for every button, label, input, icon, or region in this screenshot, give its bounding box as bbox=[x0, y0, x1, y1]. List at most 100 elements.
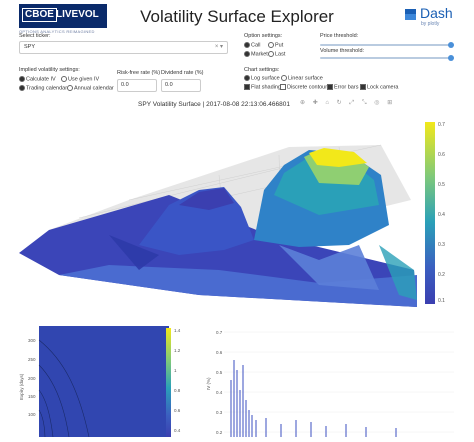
dividend-label: Dividend rate (%) bbox=[161, 70, 204, 76]
checkbox-error-bars[interactable]: Error bars bbox=[327, 84, 358, 90]
heatmap-cbar-tick: 0.8 bbox=[174, 388, 181, 393]
radio-linear-surface[interactable]: Linear surface bbox=[281, 75, 323, 81]
price-threshold-handle[interactable] bbox=[448, 42, 454, 48]
iv-ytick: 0.5 bbox=[216, 370, 223, 375]
heatmap-cbar-tick: 1.2 bbox=[174, 348, 181, 353]
risk-free-label: Risk-free rate (%) bbox=[117, 70, 161, 76]
iv-error-bars bbox=[230, 360, 397, 437]
risk-free-value: 0.0 bbox=[121, 82, 129, 88]
surface-shard bbox=[379, 245, 417, 300]
iv-scatter-plot[interactable]: 0.7 0.6 0.5 0.4 0.3 0.2 IV (%) bbox=[206, 320, 454, 437]
iv-radio-given[interactable]: Use given IV bbox=[61, 76, 99, 82]
heatmap-ytick: 150 bbox=[28, 394, 36, 399]
option-call-label: Call bbox=[251, 42, 261, 49]
surface-shard bbox=[279, 245, 379, 290]
checkbox-lock-camera[interactable]: Lock camera bbox=[360, 84, 399, 90]
surface-svg: 0.7 0.6 0.5 0.4 0.3 0.2 0.1 bbox=[19, 122, 445, 307]
expiry-heatmap-plot[interactable]: 300 250 200 150 100 1.4 1.2 1 0.8 0.6 0.… bbox=[19, 320, 190, 438]
volume-threshold-handle[interactable] bbox=[448, 55, 454, 61]
option-radio-put[interactable]: Put bbox=[268, 42, 283, 48]
heatmap-contour bbox=[38, 364, 70, 438]
log-surface-label: Log surface bbox=[251, 75, 280, 82]
iv-gridlines bbox=[224, 331, 454, 433]
heatmap-contour bbox=[38, 409, 46, 438]
iv-ytick: 0.2 bbox=[216, 430, 223, 435]
volume-threshold-slider[interactable] bbox=[320, 57, 454, 59]
ticker-select[interactable]: SPY × ▾ bbox=[19, 41, 228, 54]
calendar-option-trading: Trading calendar bbox=[26, 85, 68, 92]
flat-shading-label: Flat shading bbox=[251, 84, 281, 91]
iv-option-calculate: Calculate IV bbox=[26, 76, 56, 83]
logo-cboe-text: CBOE bbox=[22, 8, 57, 22]
surface-shard bbox=[109, 235, 159, 270]
ticker-label: Select ticker: bbox=[19, 33, 51, 39]
price-radio-market[interactable]: Market bbox=[244, 51, 268, 57]
checkbox-icon[interactable] bbox=[280, 84, 286, 90]
heatmap-cbar-tick: 0.6 bbox=[174, 408, 181, 413]
heatmap-ytick: 300 bbox=[28, 338, 36, 343]
dividend-input[interactable]: 0.0 bbox=[161, 79, 201, 92]
iv-ylabel: IV (%) bbox=[206, 377, 211, 390]
option-put-label: Put bbox=[275, 42, 284, 49]
iv-radio-calculate[interactable]: Calculate IV bbox=[19, 76, 56, 82]
dash-logo-sub: by plotly bbox=[421, 21, 440, 27]
checkbox-icon[interactable] bbox=[327, 84, 333, 90]
surface-right-hump-peak bbox=[309, 148, 367, 167]
checkbox-icon[interactable] bbox=[244, 84, 250, 90]
iv-ytick: 0.3 bbox=[216, 410, 223, 415]
colorbar-tick: 0.2 bbox=[438, 272, 445, 278]
radio-icon[interactable] bbox=[268, 42, 274, 48]
radio-icon[interactable] bbox=[67, 85, 73, 91]
radio-icon[interactable] bbox=[19, 85, 25, 91]
colorbar-tick: 0.3 bbox=[438, 242, 445, 248]
iv-ytick: 0.6 bbox=[216, 350, 223, 355]
volume-threshold-label: Volume threshold: bbox=[320, 48, 365, 54]
price-threshold-label: Price threshold: bbox=[320, 33, 359, 39]
colorbar-tick: 0.4 bbox=[438, 212, 445, 218]
radio-icon[interactable] bbox=[281, 75, 287, 81]
dropdown-chevron-icon[interactable]: × ▾ bbox=[214, 44, 223, 50]
radio-icon[interactable] bbox=[244, 75, 250, 81]
heatmap-ytick: 100 bbox=[28, 412, 36, 417]
volatility-surface-plot[interactable]: 0.7 0.6 0.5 0.4 0.3 0.2 0.1 bbox=[19, 95, 453, 317]
iv-svg: 0.7 0.6 0.5 0.4 0.3 0.2 IV (%) bbox=[206, 330, 454, 437]
radio-icon[interactable] bbox=[19, 76, 25, 82]
logo-tagline: OPTIONS ANALYTICS REIMAGINED bbox=[19, 29, 95, 34]
error-bars-label: Error bars bbox=[334, 84, 359, 91]
risk-free-input[interactable]: 0.0 bbox=[117, 79, 157, 92]
iv-option-given: Use given IV bbox=[68, 76, 100, 83]
calendar-option-annual: Annual calendar bbox=[74, 85, 114, 92]
dash-logo-icon-lower bbox=[405, 14, 416, 20]
radio-log-surface[interactable]: Log surface bbox=[244, 75, 280, 81]
calendar-radio-trading[interactable]: Trading calendar bbox=[19, 85, 67, 91]
option-radio-call[interactable]: Call bbox=[244, 42, 260, 48]
checkbox-discrete-contour[interactable]: Discrete contour bbox=[280, 84, 327, 90]
checkbox-flat-shading[interactable]: Flat shading bbox=[244, 84, 281, 90]
calendar-radio-annual[interactable]: Annual calendar bbox=[67, 85, 114, 91]
option-settings-label: Option settings: bbox=[244, 33, 283, 39]
iv-settings-label: Implied volatility settings: bbox=[19, 67, 80, 73]
cboe-livevol-logo: CBOE LIVEVOL bbox=[19, 4, 107, 28]
heatmap-cbar-tick: 1 bbox=[174, 368, 177, 373]
heatmap-svg: 300 250 200 150 100 1.4 1.2 1 0.8 0.6 0.… bbox=[19, 326, 181, 438]
plot-modebar[interactable]: ⊕ ✚ ⌂ ↻ ⤢ ⤡ ◎ ⊞ bbox=[300, 100, 396, 106]
price-market-label: Market bbox=[251, 51, 268, 58]
linear-surface-label: Linear surface bbox=[288, 75, 323, 82]
radio-icon[interactable] bbox=[268, 51, 274, 57]
dash-logo-text: Dash bbox=[420, 5, 453, 21]
iv-ytick: 0.4 bbox=[216, 390, 223, 395]
price-radio-last[interactable]: Last bbox=[268, 51, 285, 57]
heatmap-cbar-tick: 1.4 bbox=[174, 328, 181, 333]
checkbox-icon[interactable] bbox=[360, 84, 366, 90]
heatmap-ylabel: Expiry (days) bbox=[19, 373, 24, 400]
radio-icon[interactable] bbox=[244, 42, 250, 48]
lock-camera-label: Lock camera bbox=[367, 84, 399, 91]
price-threshold-slider[interactable] bbox=[320, 44, 454, 46]
radio-icon[interactable] bbox=[61, 76, 67, 82]
radio-icon[interactable] bbox=[244, 51, 250, 57]
price-last-label: Last bbox=[275, 51, 286, 58]
discrete-contour-label: Discrete contour bbox=[287, 84, 328, 91]
colorbar-tick: 0.5 bbox=[438, 182, 445, 188]
dividend-value: 0.0 bbox=[165, 82, 173, 88]
iv-ytick: 0.7 bbox=[216, 330, 223, 335]
